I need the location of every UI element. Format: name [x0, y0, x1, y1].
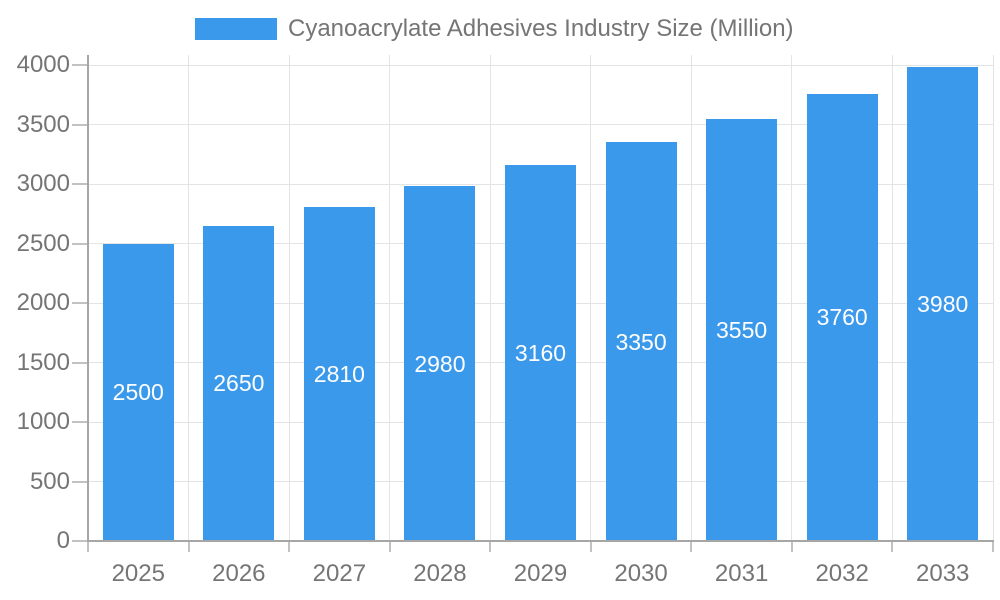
y-axis-tick-label: 0 — [56, 527, 70, 554]
x-axis-tick — [187, 541, 190, 552]
gridline-vertical — [690, 55, 692, 541]
y-axis-tick-label: 500 — [29, 467, 70, 495]
gridline-vertical — [590, 55, 592, 541]
gridline-vertical — [288, 55, 290, 541]
x-axis-category-label: 2032 — [815, 560, 869, 587]
gridline-vertical — [891, 55, 893, 541]
y-axis-tick — [72, 480, 88, 483]
x-axis-category-label: 2027 — [312, 560, 367, 587]
gridline-vertical — [489, 55, 491, 541]
y-axis-tick-label: 2500 — [16, 229, 70, 257]
y-axis-tick-label: 1000 — [16, 408, 70, 435]
gridline-horizontal — [88, 64, 993, 66]
bar-value-label: 3160 — [514, 339, 567, 366]
bar-2032[interactable] — [806, 93, 878, 541]
x-axis-tick — [288, 541, 291, 552]
y-axis-tick — [72, 540, 88, 542]
bar-2033[interactable] — [907, 67, 979, 541]
x-axis-tick — [388, 541, 391, 552]
bar-value-label: 3350 — [615, 328, 667, 355]
legend-swatch — [195, 18, 277, 40]
chart-legend: Cyanoacrylate Adhesives Industry Size (M… — [195, 17, 794, 41]
x-axis-category-label: 2031 — [714, 560, 769, 587]
x-axis-tick — [790, 541, 793, 552]
x-axis-tick — [589, 541, 592, 552]
x-axis-category-label: 2033 — [916, 560, 970, 587]
bar-value-label: 2810 — [313, 360, 365, 387]
bar-2027[interactable] — [303, 206, 375, 541]
y-axis-tick-label: 2000 — [16, 289, 70, 316]
x-axis-category-label: 2025 — [111, 560, 165, 587]
x-axis-category-label: 2029 — [513, 560, 568, 587]
bar-2029[interactable] — [505, 164, 576, 541]
gridline-horizontal — [88, 124, 993, 125]
bar-value-label: 2980 — [414, 350, 466, 377]
gridline-vertical — [791, 55, 793, 541]
bar-value-label: 2500 — [112, 379, 164, 406]
y-axis-line — [87, 55, 89, 542]
y-axis-tick-label: 1500 — [16, 348, 70, 376]
bar-value-label: 3550 — [716, 316, 768, 343]
gridline-vertical — [188, 55, 190, 541]
y-axis-tick — [72, 421, 88, 423]
bar-2031[interactable] — [706, 118, 778, 541]
bar-2026[interactable] — [203, 225, 275, 541]
x-axis-tick — [489, 541, 492, 552]
bar-2030[interactable] — [605, 142, 677, 541]
legend-label: Cyanoacrylate Adhesives Industry Size (M… — [288, 15, 794, 42]
x-axis-line — [87, 540, 994, 542]
bar-value-label: 3980 — [917, 291, 969, 318]
y-axis-tick — [72, 123, 88, 126]
y-axis-tick-label: 3000 — [16, 170, 70, 197]
gridline-vertical — [992, 55, 994, 541]
y-axis-tick — [72, 302, 88, 304]
x-axis-tick — [992, 541, 994, 552]
y-axis-tick — [72, 64, 88, 66]
y-axis-tick — [72, 242, 88, 245]
x-axis-category-label: 2026 — [212, 560, 266, 587]
bar-2025[interactable] — [102, 243, 174, 541]
x-axis-category-label: 2030 — [614, 560, 668, 587]
y-axis-tick-label: 3500 — [16, 110, 70, 138]
bar-2028[interactable] — [404, 186, 476, 541]
x-axis-tick — [690, 541, 693, 552]
y-axis-tick-label: 4000 — [16, 51, 70, 78]
gridline-vertical — [389, 55, 391, 541]
x-axis-tick — [87, 541, 89, 552]
bar-value-label: 3760 — [816, 304, 868, 331]
x-axis-category-label: 2028 — [413, 560, 467, 587]
y-axis-tick — [72, 183, 88, 185]
x-axis-tick — [891, 541, 894, 552]
bar-value-label: 2650 — [213, 370, 265, 397]
y-axis-tick — [72, 361, 88, 364]
